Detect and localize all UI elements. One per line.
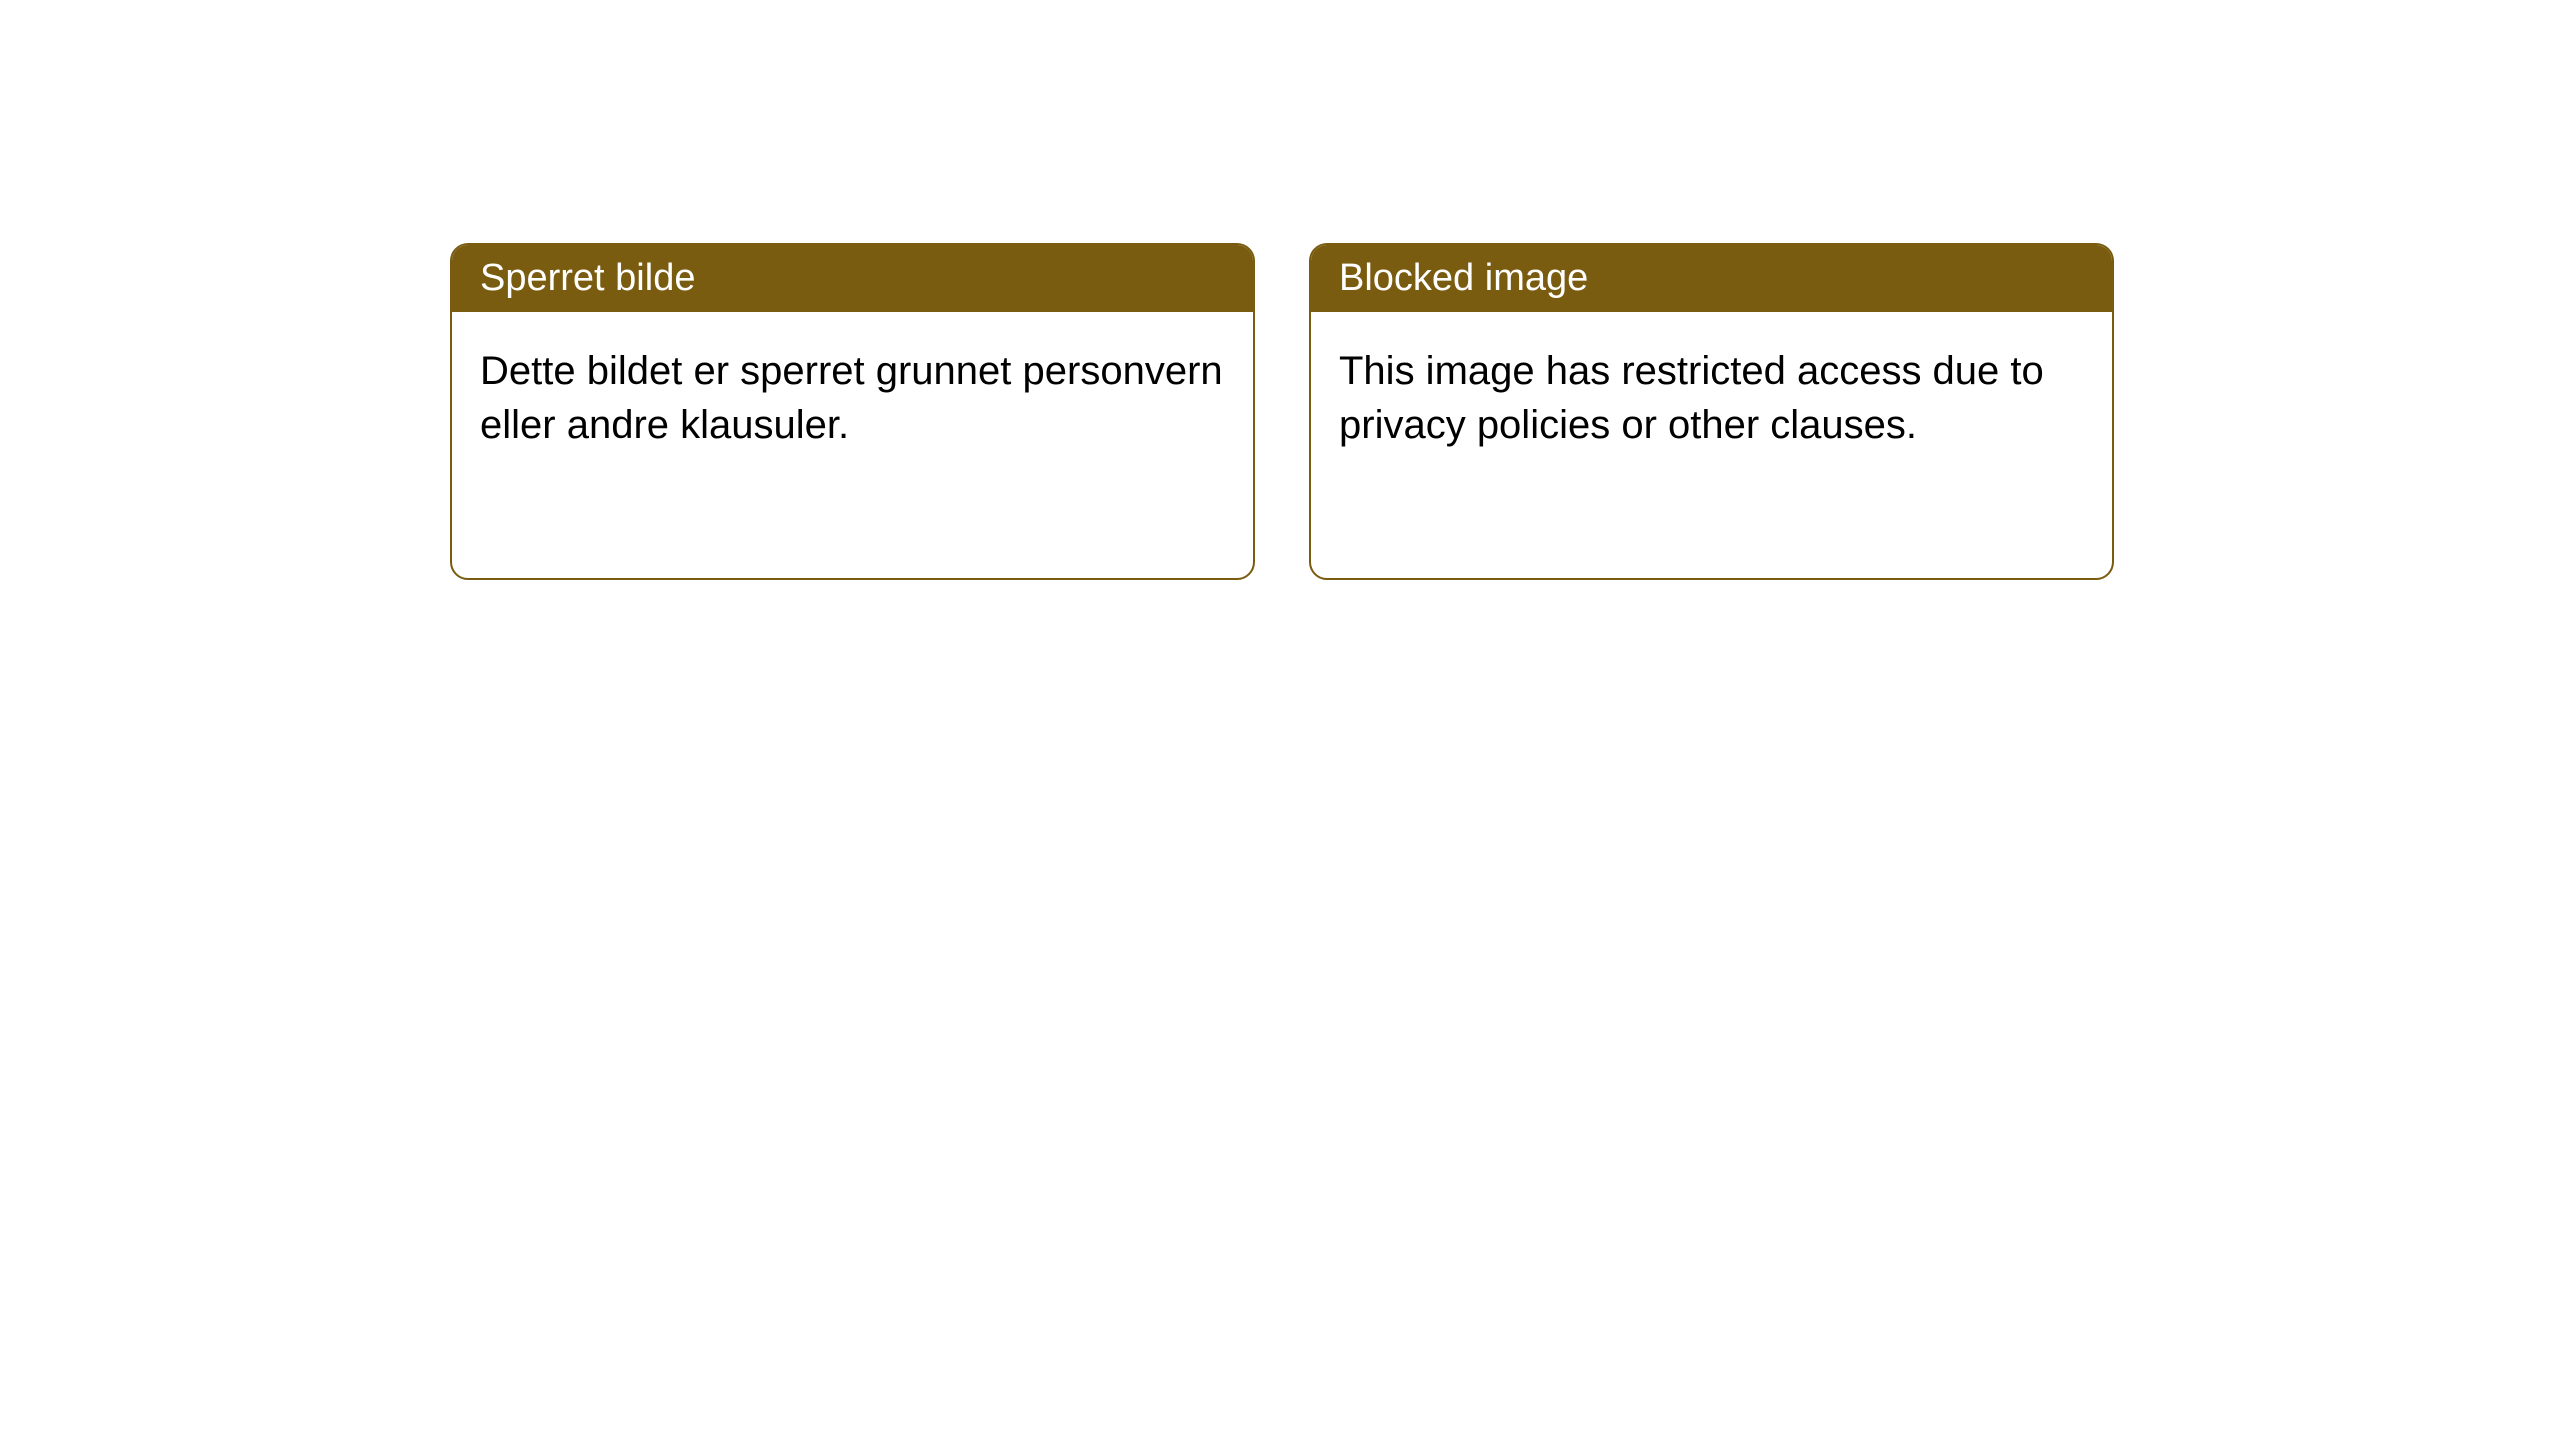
notice-title: Blocked image bbox=[1339, 257, 1588, 299]
notice-text: Dette bildet er sperret grunnet personve… bbox=[480, 349, 1223, 447]
notice-card-english: Blocked image This image has restricted … bbox=[1309, 243, 2114, 580]
notice-text: This image has restricted access due to … bbox=[1339, 349, 2044, 447]
notice-body-english: This image has restricted access due to … bbox=[1311, 312, 2112, 484]
notice-header-norwegian: Sperret bilde bbox=[452, 245, 1253, 312]
notice-title: Sperret bilde bbox=[480, 257, 695, 299]
notice-body-norwegian: Dette bildet er sperret grunnet personve… bbox=[452, 312, 1253, 484]
notice-header-english: Blocked image bbox=[1311, 245, 2112, 312]
notice-card-norwegian: Sperret bilde Dette bildet er sperret gr… bbox=[450, 243, 1255, 580]
notice-container: Sperret bilde Dette bildet er sperret gr… bbox=[450, 243, 2114, 580]
